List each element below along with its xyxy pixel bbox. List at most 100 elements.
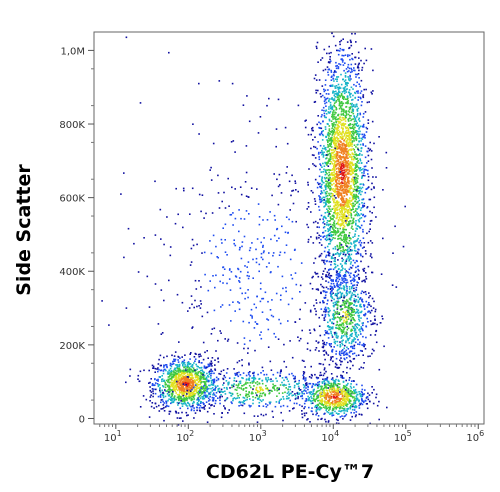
data-point	[154, 392, 157, 395]
data-point	[323, 90, 326, 93]
data-point	[176, 383, 179, 385]
data-point	[313, 145, 315, 148]
data-point	[288, 410, 291, 412]
data-point	[259, 389, 262, 392]
data-point	[322, 221, 324, 224]
data-point	[338, 183, 341, 185]
data-point	[348, 247, 351, 249]
data-point	[319, 163, 321, 165]
data-point	[372, 69, 374, 72]
data-point	[328, 169, 330, 171]
data-point	[332, 217, 334, 220]
data-point	[335, 172, 338, 175]
data-point	[331, 152, 333, 155]
data-point	[373, 349, 375, 352]
data-point	[162, 394, 164, 396]
data-point	[186, 399, 188, 402]
data-point	[319, 134, 321, 136]
data-point	[355, 266, 357, 269]
data-point	[331, 336, 334, 338]
data-point	[330, 299, 333, 302]
data-point	[280, 369, 282, 371]
data-point	[344, 183, 346, 185]
data-point	[322, 106, 325, 109]
data-point	[343, 241, 346, 243]
data-point	[343, 219, 346, 222]
data-point	[355, 224, 357, 226]
data-point	[311, 288, 314, 290]
data-point	[198, 360, 200, 362]
data-point	[350, 115, 352, 117]
data-point	[224, 376, 227, 379]
data-point	[188, 374, 191, 377]
data-point	[196, 383, 199, 385]
data-point	[184, 402, 187, 405]
data-point	[358, 220, 361, 223]
data-point	[351, 53, 353, 55]
data-point	[343, 182, 346, 184]
data-point	[279, 374, 281, 377]
data-point	[278, 392, 280, 395]
data-point	[346, 211, 349, 213]
data-point	[346, 217, 348, 220]
data-point	[331, 189, 334, 191]
data-point	[340, 205, 342, 207]
data-point	[190, 385, 193, 388]
data-point	[356, 284, 358, 286]
data-point	[346, 205, 349, 207]
data-point	[273, 385, 276, 387]
data-point	[358, 413, 361, 416]
data-point	[333, 226, 336, 228]
data-point	[343, 184, 345, 187]
data-point	[332, 194, 335, 197]
data-point	[360, 207, 363, 209]
data-point	[189, 392, 192, 395]
data-point	[181, 356, 183, 358]
data-point	[346, 186, 348, 189]
data-point	[193, 381, 195, 384]
data-point	[190, 405, 193, 408]
data-point	[342, 386, 345, 389]
data-point	[340, 223, 342, 225]
data-point	[203, 381, 206, 384]
data-point	[199, 379, 202, 382]
data-point	[355, 90, 358, 93]
data-point	[325, 199, 327, 202]
data-point	[188, 362, 191, 365]
data-point	[334, 131, 336, 134]
data-point	[253, 385, 255, 387]
data-point	[354, 178, 356, 181]
data-point	[361, 202, 363, 204]
data-point	[137, 374, 140, 377]
data-point	[353, 245, 356, 247]
data-point	[232, 399, 234, 402]
data-point	[348, 124, 351, 127]
data-point	[336, 206, 339, 209]
data-point	[338, 399, 341, 402]
data-point	[323, 215, 326, 218]
data-point	[341, 151, 343, 153]
data-point	[320, 400, 322, 403]
data-point	[248, 377, 251, 379]
data-point	[340, 93, 343, 95]
data-point	[353, 155, 355, 158]
data-point	[202, 387, 204, 389]
data-point	[363, 215, 366, 218]
data-point	[256, 383, 259, 386]
data-point	[353, 396, 355, 398]
data-point	[171, 395, 173, 398]
data-point	[342, 418, 344, 420]
data-point	[188, 389, 191, 391]
data-point	[348, 242, 350, 245]
data-point	[196, 368, 198, 371]
data-point	[323, 48, 326, 51]
data-point	[186, 382, 188, 385]
data-point	[282, 398, 285, 400]
data-point	[318, 175, 321, 178]
data-point	[314, 203, 317, 205]
data-point	[342, 64, 345, 66]
data-point	[338, 100, 341, 103]
data-point	[343, 142, 345, 145]
data-point	[340, 323, 343, 326]
data-point	[332, 131, 335, 133]
